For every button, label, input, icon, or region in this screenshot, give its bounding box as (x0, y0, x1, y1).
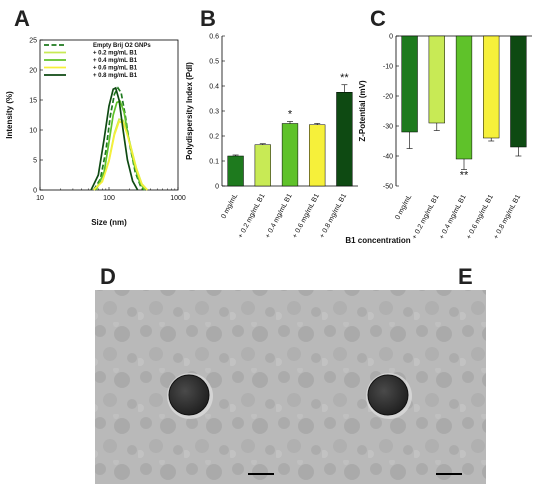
chart-a-legend-label: + 0.6 mg/mL B1 (93, 66, 138, 72)
chart-c-bars: 0 mg/mL+ 0.2 mg/mL B1**+ 0.4 mg/mL B1+ 0… (394, 35, 527, 241)
chart-a: 0 5 10 15 20 25 10 100 1000 Empty Brij O2 GNPs + … (5, 38, 186, 228)
chart-c-bar (401, 35, 418, 133)
chart-b-ytick-label: 0.4 (209, 84, 219, 91)
chart-c-ytick-label: -10 (383, 64, 393, 71)
chart-c-significance-mark: ** (460, 170, 469, 182)
chart-a-xlabel: Size (nm) (91, 218, 127, 227)
chart-b-ytick-label: 0.5 (209, 59, 219, 66)
chart-a-ytick-label: 15 (29, 98, 37, 105)
chart-a-series-line (93, 120, 148, 191)
panel-label-a: A (14, 6, 30, 31)
chart-c-ytick-label: -40 (383, 154, 393, 161)
chart-b-bar (281, 123, 299, 187)
chart-b-ylabel: Polydispersity Index (PdI) (185, 62, 194, 160)
chart-a-legend: Empty Brij O2 GNPs + 0.2 mg/mL B1+ 0.4 mg… (44, 43, 151, 79)
chart-b-ytick-label: 0.3 (209, 109, 219, 116)
panel-label-e: E (458, 264, 473, 289)
chart-b-category-label: + 0.6 mg/mL B1 (292, 193, 321, 240)
chart-b-category-label: + 0.4 mg/mL B1 (264, 193, 293, 240)
chart-c-category-label: + 0.6 mg/mL B1 (466, 194, 495, 241)
chart-b-bar (336, 92, 353, 187)
chart-c-bar (428, 35, 445, 124)
panel-label-d: D (100, 264, 116, 289)
chart-a-legend-label: + 0.8 mg/mL B1 (93, 73, 138, 79)
chart-c-ytick-label: -20 (383, 94, 393, 101)
chart-b-ticks: 0 0.1 0.2 0.3 0.4 0.5 0.6 (209, 34, 225, 191)
chart-c-category-label: + 0.8 mg/mL B1 (493, 194, 522, 241)
chart-c-bar (510, 35, 527, 148)
chart-c-category-label: 0 mg/mL (394, 194, 413, 221)
chart-c-category-label: + 0.2 mg/mL B1 (411, 194, 440, 241)
chart-c: 0 -10 -20 -30 -40 -50 0 mg/mL+ 0.2 mg/mL B1 **… (358, 34, 532, 241)
chart-a-ytick-label: 0 (33, 188, 37, 195)
chart-c-bar (455, 35, 473, 160)
chart-c-ytick-label: -50 (383, 184, 393, 191)
chart-a-legend-label: + 0.2 mg/mL B1 (93, 51, 138, 57)
chart-a-ytick-label: 5 (33, 158, 37, 165)
panel-label-c: C (370, 6, 386, 31)
chart-c-ytick-label: -30 (383, 124, 393, 131)
chart-b-bars: 0 mg/mL+ 0.2 mg/mL B1*+ 0.4 mg/mL B1+ 0.… (220, 72, 353, 240)
chart-b-category-label: + 0.8 mg/mL B1 (319, 193, 348, 240)
chart-b-significance-mark: ** (340, 72, 349, 84)
micrograph-e (290, 290, 486, 484)
chart-a-ytick-label: 10 (29, 128, 37, 135)
chart-c-bar (483, 35, 500, 139)
panel-label-b: B (200, 6, 216, 31)
particle (367, 374, 409, 416)
chart-a-ytick-label: 20 (29, 68, 37, 75)
chart-c-ticks: 0 -10 -20 -30 -40 -50 (383, 34, 399, 191)
chart-a-legend-label: Empty Brij O2 GNPs (93, 43, 151, 49)
chart-b-ytick-label: 0.6 (209, 34, 219, 41)
chart-b-ytick-label: 0.1 (209, 159, 219, 166)
chart-a-series-line (92, 86, 145, 191)
chart-b-ytick-label: 0 (215, 184, 219, 191)
chart-c-ylabel: Z-Potential (mV) (358, 80, 367, 142)
shared-xlabel: B1 concentration (345, 236, 410, 245)
chart-c-category-label: + 0.4 mg/mL B1 (438, 194, 467, 241)
chart-a-ticks: 0 5 10 15 20 25 10 100 1000 (29, 38, 186, 203)
chart-a-lines (90, 86, 149, 191)
chart-a-ytick-label: 25 (29, 38, 37, 45)
chart-b-bar (227, 155, 244, 187)
chart-a-ylabel: Intensity (%) (5, 91, 14, 139)
chart-a-xtick-label: 10 (36, 195, 44, 202)
chart-b-bar (254, 144, 271, 187)
chart-c-ytick-label: 0 (389, 34, 393, 41)
chart-a-series-line (90, 86, 139, 191)
chart-b-category-label: + 0.2 mg/mL B1 (237, 193, 266, 240)
chart-b-ytick-label: 0.2 (209, 134, 219, 141)
chart-b-significance-mark: * (288, 109, 293, 121)
chart-a-legend-label: + 0.4 mg/mL B1 (93, 58, 138, 64)
micrograph-d (95, 290, 290, 484)
particle (168, 374, 210, 416)
chart-b-category-label: 0 mg/mL (220, 193, 239, 220)
chart-b: 0 0.1 0.2 0.3 0.4 0.5 0.6 0 mg/mL+ 0.2 mg/mL B… (185, 34, 358, 240)
chart-a-xtick-label: 1000 (170, 195, 186, 202)
chart-b-bar (309, 124, 326, 187)
chart-a-xtick-label: 100 (103, 195, 115, 202)
